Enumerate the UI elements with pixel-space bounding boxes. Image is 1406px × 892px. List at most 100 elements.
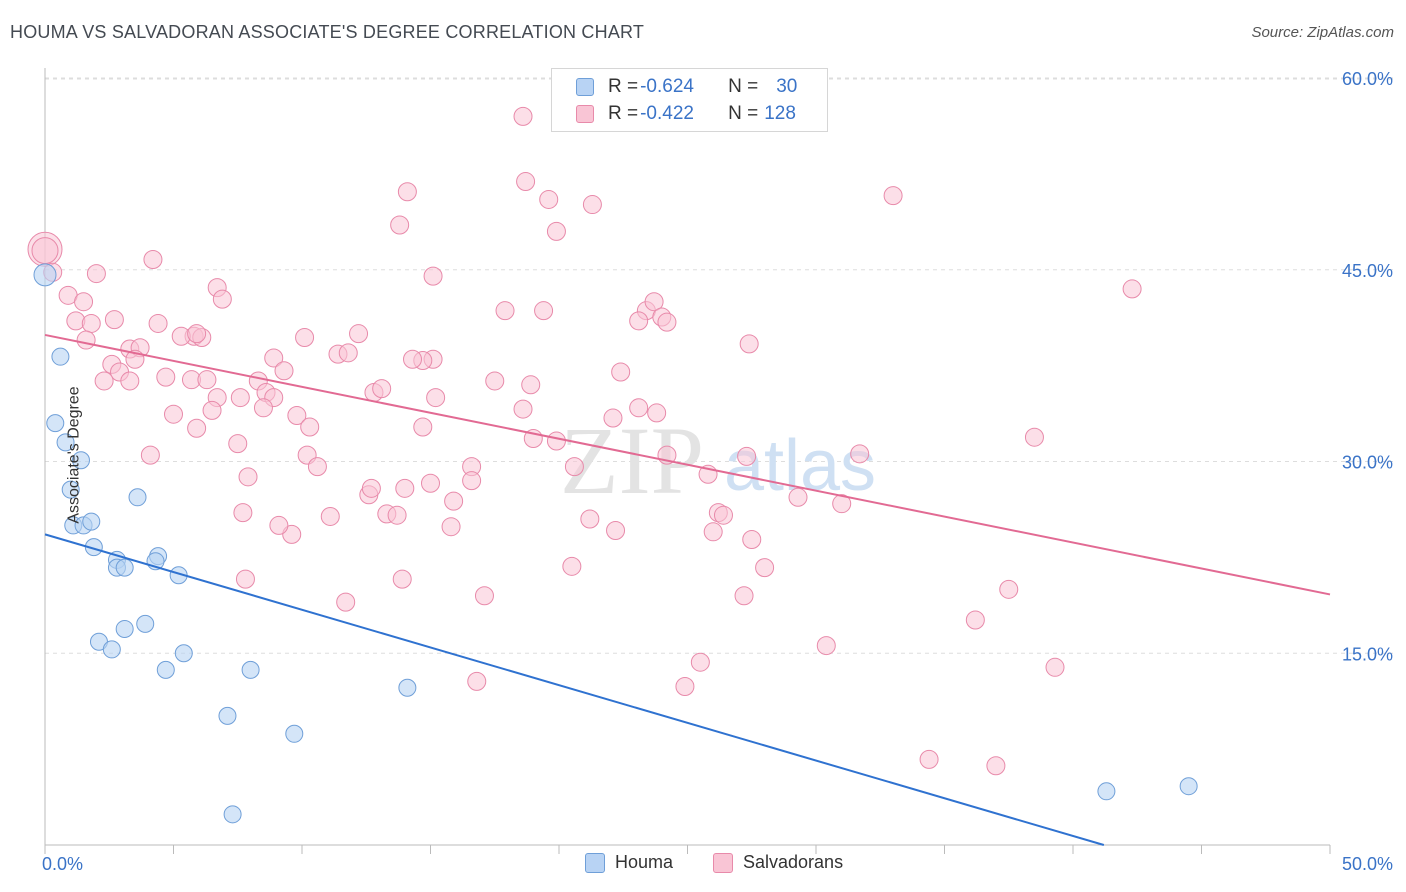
houma-point bbox=[51, 347, 70, 366]
legend-item-houma[interactable]: Houma bbox=[585, 852, 673, 873]
salvadorans-point bbox=[713, 505, 733, 525]
houma-point bbox=[128, 488, 147, 507]
salvadorans-point bbox=[81, 313, 101, 333]
salvadorans-point bbox=[513, 106, 533, 126]
salvadorans-point bbox=[187, 418, 207, 438]
salvadorans-point bbox=[580, 509, 600, 529]
salvadorans-point bbox=[295, 328, 315, 348]
x-tick-label: 0.0% bbox=[42, 854, 83, 874]
series-legend: Houma Salvadorans bbox=[0, 852, 1406, 878]
watermark-zip: ZIP bbox=[560, 407, 704, 514]
salvadorans-point bbox=[742, 529, 762, 549]
salvadorans-point bbox=[228, 434, 248, 454]
houma-point bbox=[398, 678, 417, 697]
salvadorans-point bbox=[850, 444, 870, 464]
salvadorans-point bbox=[413, 417, 433, 437]
salvadorans-point bbox=[338, 343, 358, 363]
salvadorans-point bbox=[462, 471, 482, 491]
salvadorans-point bbox=[390, 215, 410, 235]
salvadorans-point bbox=[703, 522, 723, 542]
salvadorans-point bbox=[287, 405, 307, 425]
y-tick-label: 45.0% bbox=[1342, 261, 1393, 281]
n-value: 128 bbox=[764, 103, 796, 124]
trend-lines bbox=[44, 333, 1331, 846]
salvadorans-point bbox=[734, 586, 754, 606]
salvadorans-point bbox=[788, 487, 808, 507]
houma-point bbox=[61, 480, 80, 499]
salvadorans-point bbox=[212, 289, 232, 309]
legend-item-salvadorans[interactable]: Salvadorans bbox=[713, 852, 843, 873]
salvadorans-point bbox=[657, 312, 677, 332]
salvadorans-point bbox=[513, 399, 533, 419]
salvadorans-point bbox=[444, 491, 464, 511]
salvadorans-point bbox=[832, 494, 852, 514]
salvadorans-point bbox=[629, 311, 649, 331]
salvadorans-point bbox=[546, 221, 566, 241]
salvadorans-point bbox=[392, 569, 412, 589]
source-note: Source: ZipAtlas.com bbox=[1251, 24, 1394, 41]
y-axis-label: Associate's Degree bbox=[65, 386, 83, 524]
houma-point bbox=[136, 614, 155, 633]
salvadorans-point bbox=[539, 189, 559, 209]
salvadorans-point bbox=[300, 417, 320, 437]
salvadorans-point bbox=[253, 398, 273, 418]
salvadorans-point bbox=[235, 569, 255, 589]
r-label: R = bbox=[608, 76, 639, 97]
salvadorans-point bbox=[644, 292, 664, 312]
salvadorans-point bbox=[426, 388, 446, 408]
houma-point bbox=[218, 706, 237, 725]
houma-trend-line bbox=[44, 533, 1105, 846]
salvadorans-point bbox=[421, 473, 440, 493]
houma-point bbox=[82, 512, 101, 531]
salvadorans-point bbox=[485, 371, 505, 391]
houma-point bbox=[71, 451, 90, 470]
salvadorans-point bbox=[883, 186, 903, 206]
salvadorans-point bbox=[140, 445, 160, 465]
salvadorans-point bbox=[474, 586, 494, 606]
salvadorans-point bbox=[395, 478, 415, 498]
salvadorans-point bbox=[534, 301, 554, 321]
salvadorans-point bbox=[230, 388, 250, 408]
salvadorans-point bbox=[919, 749, 939, 769]
n-label: N = bbox=[728, 76, 759, 97]
salvadorans-point bbox=[233, 503, 253, 523]
salvadorans-point bbox=[564, 457, 584, 477]
houma-point bbox=[223, 805, 242, 824]
n-value: 30 bbox=[776, 76, 798, 97]
houma-point bbox=[241, 660, 260, 679]
houma-point bbox=[174, 644, 193, 663]
axes bbox=[44, 68, 1331, 854]
salvadorans-point bbox=[372, 379, 392, 399]
salvadorans-point bbox=[238, 467, 258, 487]
salvadorans-point bbox=[606, 521, 626, 541]
salvadorans-point bbox=[521, 375, 541, 395]
salvadorans-point bbox=[264, 348, 284, 368]
salvadorans-point bbox=[143, 250, 163, 270]
houma-point bbox=[102, 640, 121, 659]
houma-point bbox=[46, 414, 65, 433]
salvadorans-point bbox=[104, 310, 124, 330]
salvadorans-point bbox=[816, 636, 836, 656]
houma-point bbox=[33, 263, 57, 287]
salvadorans-point bbox=[647, 403, 667, 423]
salvadorans-point bbox=[582, 195, 602, 215]
salvadorans-swatch bbox=[576, 105, 594, 123]
houma-legend-label: Houma bbox=[615, 852, 674, 872]
houma-point bbox=[1179, 777, 1198, 796]
salvadorans-point bbox=[965, 610, 985, 630]
houma-point bbox=[1097, 782, 1116, 801]
watermark: ZIP atlas bbox=[560, 407, 876, 514]
salvadorans-point bbox=[86, 264, 106, 284]
salvadorans-point bbox=[675, 676, 695, 696]
salvadorans-point bbox=[31, 237, 59, 265]
houma-point bbox=[56, 433, 75, 452]
salvadorans-point bbox=[156, 367, 176, 387]
y-tick-label: 15.0% bbox=[1342, 644, 1393, 664]
salvadorans-point bbox=[546, 431, 566, 451]
salvadorans-point bbox=[76, 330, 96, 350]
legend-row-salvadorans: R = -0.422 N = 128 bbox=[576, 102, 796, 126]
houma-point bbox=[285, 724, 304, 743]
salvadorans-legend-swatch bbox=[713, 852, 733, 873]
salvadorans-point bbox=[336, 592, 356, 612]
